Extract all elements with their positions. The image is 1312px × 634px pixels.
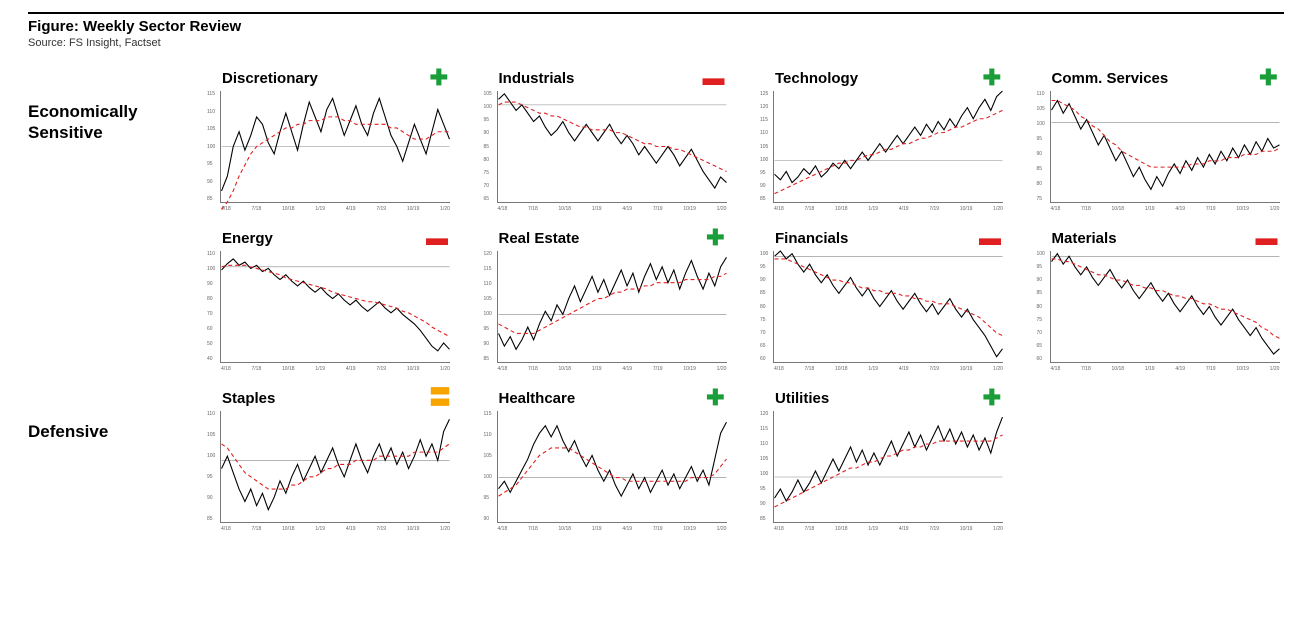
- price-line: [1051, 101, 1279, 190]
- chart-healthcare: 11511010510095904/187/1810/181/194/197/1…: [497, 411, 727, 523]
- price-line: [222, 259, 450, 351]
- panel-industrials: Industrials ▬105100959085807570654/187/18…: [497, 67, 727, 203]
- moving-average-line: [498, 273, 726, 333]
- panel-staples: Staples 〓1101051009590854/187/1810/181/19…: [220, 387, 450, 523]
- moving-average-line: [222, 117, 450, 210]
- x-axis-ticks: 4/187/1810/181/194/197/1910/191/20: [774, 366, 1003, 372]
- price-line: [222, 419, 450, 509]
- panel-comm-services: Comm. Services ✚11010510095908580754/187/…: [1050, 67, 1280, 203]
- price-line: [775, 251, 1003, 357]
- y-axis-ticks: 1151101051009590: [484, 411, 492, 522]
- x-axis-ticks: 4/187/1810/181/194/197/1910/191/20: [774, 206, 1003, 212]
- panel-title: Utilities: [775, 390, 829, 407]
- category-label: Defensive: [28, 387, 178, 442]
- chart-technology: 1251201151101051009590854/187/1810/181/1…: [773, 91, 1003, 203]
- y-axis-ticks: 120115110105100959085: [760, 411, 768, 522]
- panel-title: Discretionary: [222, 70, 318, 87]
- panel-technology: Technology ✚1251201151101051009590854/187…: [773, 67, 1003, 203]
- panel-utilities: Utilities ✚1201151101051009590854/187/181…: [773, 387, 1003, 523]
- panel-financials: Financials ▬10095908580757065604/187/1810…: [773, 227, 1003, 363]
- chart-energy: 1101009080706050404/187/1810/181/194/197…: [220, 251, 450, 363]
- x-axis-ticks: 4/187/1810/181/194/197/1910/191/20: [498, 206, 727, 212]
- y-axis-ticks: 115110105100959085: [207, 91, 215, 202]
- signal-positive-icon: ✚: [706, 387, 724, 409]
- figure-source: Source: FS Insight, Factset: [28, 37, 1284, 49]
- chart-utilities: 1201151101051009590854/187/1810/181/194/…: [773, 411, 1003, 523]
- x-axis-ticks: 4/187/1810/181/194/197/1910/191/20: [221, 366, 450, 372]
- panel-title: Comm. Services: [1052, 70, 1169, 87]
- x-axis-ticks: 4/187/1810/181/194/197/1910/191/20: [498, 526, 727, 532]
- x-axis-ticks: 4/187/1810/181/194/197/1910/191/20: [221, 526, 450, 532]
- chart-real-estate: 1201151101051009590854/187/1810/181/194/…: [497, 251, 727, 363]
- panel-grid: Economically SensitiveDiscretionary✚1151…: [28, 67, 1284, 523]
- panel-energy: Energy ▬1101009080706050404/187/1810/181/…: [220, 227, 450, 363]
- signal-positive-icon: ✚: [983, 67, 1001, 89]
- moving-average-line: [1051, 259, 1279, 338]
- chart-financials: 10095908580757065604/187/1810/181/194/19…: [773, 251, 1003, 363]
- moving-average-line: [775, 259, 1003, 336]
- chart-discretionary: 1151101051009590854/187/1810/181/194/197…: [220, 91, 450, 203]
- panel-discretionary: Discretionary ✚1151101051009590854/187/18…: [220, 67, 450, 203]
- price-line: [498, 257, 726, 349]
- chart-industrials: 105100959085807570654/187/1810/181/194/1…: [497, 91, 727, 203]
- panel-title: Energy: [222, 230, 273, 247]
- chart-staples: 1101051009590854/187/1810/181/194/197/19…: [220, 411, 450, 523]
- panel-healthcare: Healthcare ✚11511010510095904/187/1810/18…: [497, 387, 727, 523]
- y-axis-ticks: 1101051009590858075: [1037, 91, 1045, 202]
- panel-title: Staples: [222, 390, 275, 407]
- y-axis-ticks: 1009590858075706560: [1037, 251, 1045, 362]
- y-axis-ticks: 125120115110105100959085: [760, 91, 768, 202]
- panel-title: Technology: [775, 70, 858, 87]
- panel-title: Industrials: [499, 70, 575, 87]
- panel-real-estate: Real Estate ✚1201151101051009590854/187/1…: [497, 227, 727, 363]
- x-axis-ticks: 4/187/1810/181/194/197/1910/191/20: [498, 366, 727, 372]
- moving-average-line: [222, 444, 450, 489]
- moving-average-line: [498, 448, 726, 496]
- signal-positive-icon: ✚: [983, 387, 1001, 409]
- panel-materials: Materials ▬10095908580757065604/187/1810/…: [1050, 227, 1280, 363]
- x-axis-ticks: 4/187/1810/181/194/197/1910/191/20: [221, 206, 450, 212]
- x-axis-ticks: 4/187/1810/181/194/197/1910/191/20: [1051, 366, 1280, 372]
- y-axis-ticks: 110105100959085: [207, 411, 215, 522]
- y-axis-ticks: 110100908070605040: [207, 251, 215, 362]
- y-axis-ticks: 10510095908580757065: [484, 91, 492, 202]
- y-axis-ticks: 120115110105100959085: [484, 251, 492, 362]
- moving-average-line: [775, 110, 1003, 193]
- price-line: [498, 94, 726, 188]
- signal-positive-icon: ✚: [706, 227, 724, 249]
- signal-positive-icon: ✚: [430, 67, 448, 89]
- chart-materials: 10095908580757065604/187/1810/181/194/19…: [1050, 251, 1280, 363]
- figure-title: Figure: Weekly Sector Review: [28, 18, 1284, 35]
- moving-average-line: [222, 265, 450, 336]
- moving-average-line: [498, 102, 726, 171]
- panel-title: Materials: [1052, 230, 1117, 247]
- y-axis-ticks: 1009590858075706560: [760, 251, 768, 362]
- signal-positive-icon: ✚: [1259, 67, 1277, 89]
- x-axis-ticks: 4/187/1810/181/194/197/1910/191/20: [1051, 206, 1280, 212]
- signal-neutral-icon: 〓: [429, 387, 448, 409]
- panel-title: Healthcare: [499, 390, 576, 407]
- panel-title: Financials: [775, 230, 848, 247]
- moving-average-line: [1051, 101, 1279, 168]
- signal-negative-icon: ▬: [979, 227, 1001, 249]
- signal-negative-icon: ▬: [1256, 227, 1278, 249]
- signal-negative-icon: ▬: [426, 227, 448, 249]
- price-line: [775, 417, 1003, 501]
- x-axis-ticks: 4/187/1810/181/194/197/1910/191/20: [774, 526, 1003, 532]
- chart-comm-services: 11010510095908580754/187/1810/181/194/19…: [1050, 91, 1280, 203]
- price-line: [775, 91, 1003, 183]
- price-line: [222, 98, 450, 190]
- category-label: Economically Sensitive: [28, 67, 178, 144]
- price-line: [498, 422, 726, 496]
- panel-title: Real Estate: [499, 230, 580, 247]
- signal-negative-icon: ▬: [703, 67, 725, 89]
